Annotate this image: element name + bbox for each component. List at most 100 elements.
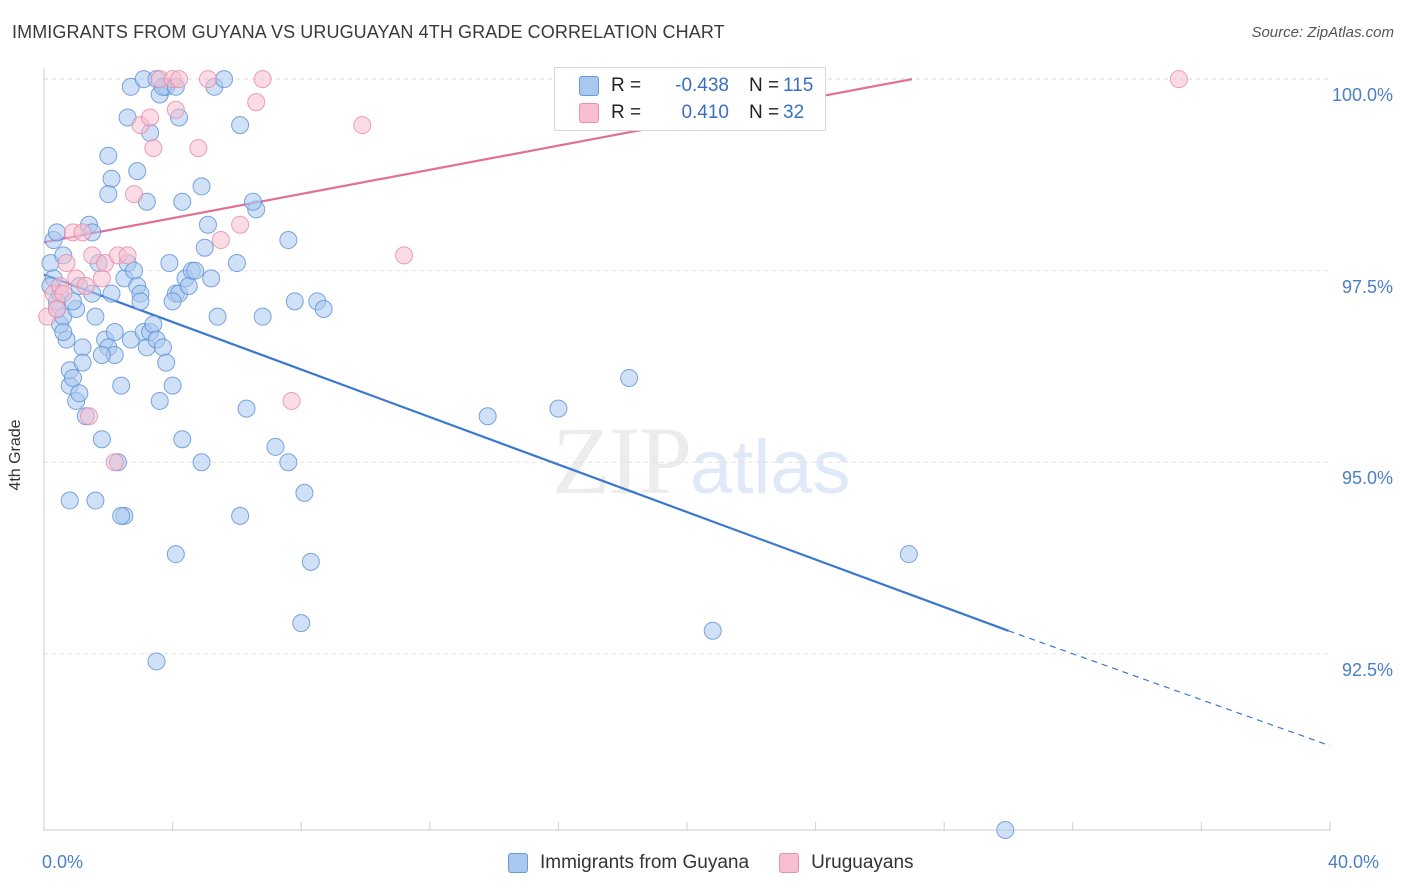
point-guyana <box>253 307 272 326</box>
legend-row-guyana: R = -0.438 N = 115 <box>579 74 813 98</box>
point-guyana <box>160 254 179 273</box>
point-guyana <box>202 269 221 288</box>
point-guyana <box>478 407 497 426</box>
chart-title: IMMIGRANTS FROM GUYANA VS URUGUAYAN 4TH … <box>12 22 725 42</box>
point-uruguayans <box>144 139 163 158</box>
point-uruguayans <box>247 93 266 112</box>
legend-label-uruguayans: Uruguayans <box>811 852 914 873</box>
gridlines <box>44 78 1330 655</box>
point-uruguayans <box>57 254 76 273</box>
legend-r-value: 0.410 <box>681 102 729 123</box>
point-uruguayans <box>141 108 160 127</box>
legend-swatch-guyana <box>508 853 528 873</box>
point-guyana <box>703 621 722 640</box>
point-guyana <box>192 177 211 196</box>
point-guyana <box>102 284 121 303</box>
legend-n-value: 32 <box>783 102 805 123</box>
point-uruguayans <box>253 70 272 89</box>
point-guyana <box>279 453 298 472</box>
point-guyana <box>301 552 320 571</box>
x-tick-label: 0.0% <box>42 852 84 872</box>
legend-item-guyana[interactable]: Immigrants from Guyana <box>508 852 749 874</box>
point-guyana <box>208 307 227 326</box>
point-guyana <box>231 116 250 135</box>
point-guyana <box>125 261 144 280</box>
point-guyana <box>549 399 568 418</box>
point-guyana <box>131 292 150 311</box>
trend-line-guyana-extension <box>1008 630 1331 747</box>
x-tick-label: 40.0% <box>1328 852 1380 872</box>
y-tick-label: 100.0% <box>1331 85 1393 106</box>
point-guyana <box>179 277 198 296</box>
point-guyana <box>173 430 192 449</box>
point-guyana <box>92 430 111 449</box>
point-uruguayans <box>166 100 185 119</box>
point-guyana <box>47 223 66 242</box>
stats-legend: R = -0.438 N = 115 R = 0.410 N = 32 <box>554 67 826 131</box>
point-uruguayans <box>198 70 217 89</box>
point-guyana <box>279 231 298 250</box>
point-guyana <box>186 261 205 280</box>
point-guyana <box>163 376 182 395</box>
watermark: ZIPatlas <box>552 405 851 516</box>
y-tick-label: 95.0% <box>1341 468 1393 489</box>
legend-r-label: R = <box>611 102 642 123</box>
trend-lines <box>43 78 1331 747</box>
point-guyana <box>102 169 121 188</box>
point-guyana <box>314 300 333 319</box>
point-uruguayans <box>353 116 372 135</box>
point-uruguayans <box>54 284 73 303</box>
point-guyana <box>237 399 256 418</box>
point-guyana <box>198 215 217 234</box>
point-uruguayans <box>1169 70 1188 89</box>
point-guyana <box>285 292 304 311</box>
point-guyana <box>70 384 89 403</box>
point-uruguayans <box>92 269 111 288</box>
point-guyana <box>157 353 176 372</box>
point-guyana <box>128 162 147 181</box>
point-guyana <box>173 192 192 211</box>
series-legend: Immigrants from Guyana Uruguayans <box>508 852 944 874</box>
point-guyana <box>112 506 131 525</box>
point-uruguayans <box>211 231 230 250</box>
point-uruguayans <box>47 300 66 319</box>
legend-swatch-uruguayans <box>779 853 800 873</box>
point-guyana <box>99 146 118 165</box>
point-guyana <box>292 614 311 633</box>
point-guyana <box>899 545 918 564</box>
point-guyana <box>243 192 262 211</box>
point-guyana <box>60 491 79 510</box>
axes <box>43 68 1331 831</box>
point-guyana <box>166 545 185 564</box>
point-guyana <box>150 391 169 410</box>
legend-r-label: R = <box>611 75 642 96</box>
point-uruguayans <box>189 139 208 158</box>
point-guyana <box>996 821 1015 839</box>
point-uruguayans <box>80 407 99 426</box>
data-points <box>38 70 1188 839</box>
point-guyana <box>86 307 105 326</box>
watermark-zip: ZIP <box>552 407 692 514</box>
watermark-atlas: atlas <box>690 425 851 510</box>
point-guyana <box>163 292 182 311</box>
legend-row-uruguayans: R = 0.410 N = 32 <box>579 101 804 125</box>
point-guyana <box>73 338 92 357</box>
point-uruguayans <box>395 246 414 265</box>
y-tick-label: 97.5% <box>1341 276 1393 297</box>
legend-r-value: -0.438 <box>675 75 729 96</box>
legend-item-uruguayans[interactable]: Uruguayans <box>779 852 914 874</box>
point-guyana <box>266 437 285 456</box>
point-guyana <box>92 345 111 364</box>
legend-label-guyana: Immigrants from Guyana <box>540 852 750 873</box>
point-guyana <box>54 322 73 341</box>
point-guyana <box>620 368 639 387</box>
point-guyana <box>73 353 92 372</box>
point-guyana <box>63 368 82 387</box>
point-uruguayans <box>231 215 250 234</box>
point-uruguayans <box>118 246 137 265</box>
point-guyana <box>86 491 105 510</box>
point-guyana <box>195 238 214 257</box>
point-guyana <box>231 506 250 525</box>
point-guyana <box>295 483 314 502</box>
